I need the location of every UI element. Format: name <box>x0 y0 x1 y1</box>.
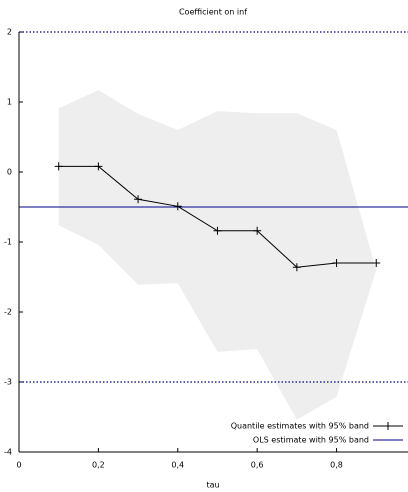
quantile-point <box>54 162 63 171</box>
x-axis-label: tau <box>206 481 219 490</box>
quantile-point <box>173 202 182 211</box>
legend-label: Quantile estimates with 95% band <box>231 422 369 431</box>
confidence-band <box>58 90 377 420</box>
legend-label: OLS estimate with 95% band <box>253 436 369 445</box>
chart-title: Coefficient on inf <box>179 8 247 17</box>
quantile-point <box>292 263 301 272</box>
quantile-point <box>213 226 222 235</box>
quantile-point <box>253 226 262 235</box>
x-tick-label: 0,2 <box>92 461 105 470</box>
x-tick-label: 0 <box>16 461 21 470</box>
quantile-point <box>94 162 103 171</box>
y-tick-label: -3 <box>4 378 12 387</box>
x-tick-label: 0,8 <box>330 461 343 470</box>
x-tick-label: 0,6 <box>251 461 264 470</box>
quantile-point <box>134 195 143 204</box>
y-tick-label: -4 <box>4 448 12 457</box>
y-tick-label: 1 <box>7 98 12 107</box>
quantile-point <box>372 259 381 267</box>
y-tick-label: 0 <box>7 168 12 177</box>
x-tick-label: 0,4 <box>171 461 184 470</box>
y-tick-label: -2 <box>4 308 12 317</box>
y-tick-label: -1 <box>4 238 12 247</box>
quantile-point <box>332 259 341 267</box>
y-tick-label: 2 <box>7 28 12 37</box>
